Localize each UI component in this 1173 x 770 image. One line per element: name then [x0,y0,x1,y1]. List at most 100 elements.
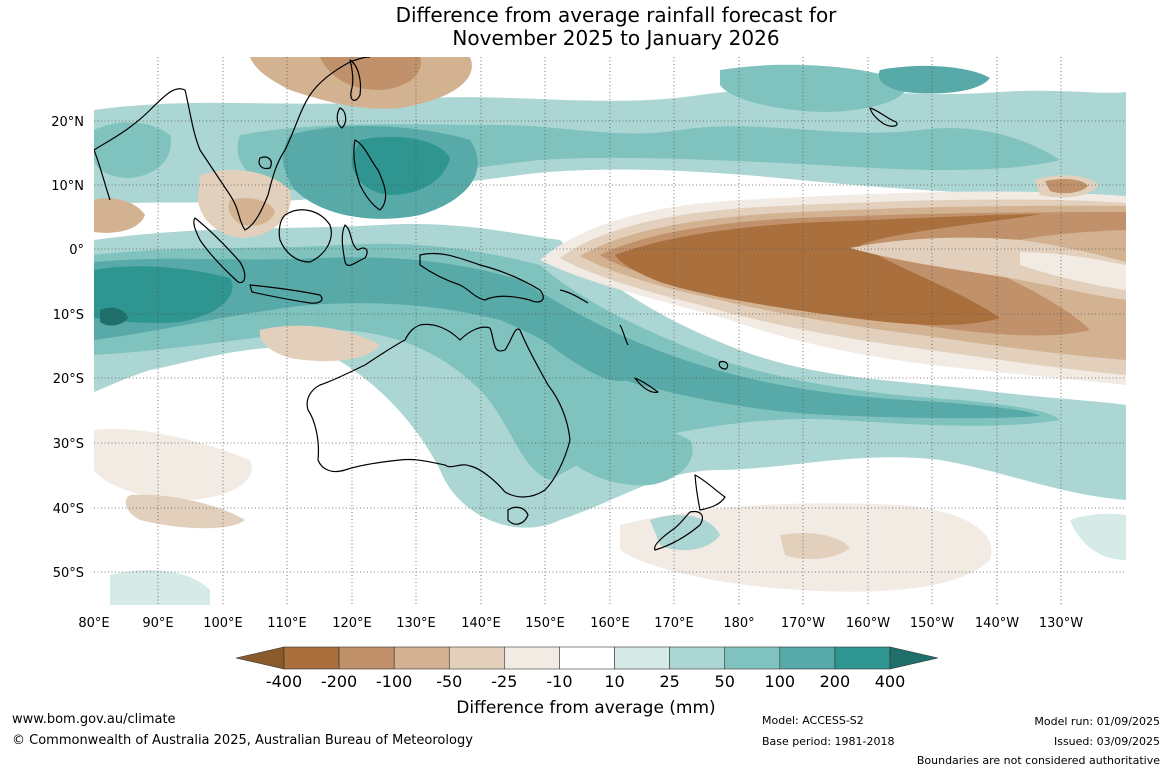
wet-tasman [560,416,693,486]
vanuatu [619,324,629,346]
lon-label: 160°E [590,616,630,631]
dry-south-indian-ocean-2 [125,494,245,529]
colorbar-tick-label: -100 [376,672,412,691]
australia-coastline [306,323,571,498]
colorbar-extend-low [235,646,285,670]
footer: www.bom.gov.au/climate © Commonwealth of… [12,712,1160,767]
colorbar-tick-label: -400 [266,672,302,691]
colorbar-tick-label: 100 [765,672,796,691]
wet-south-pacific-east [1070,513,1126,560]
colorbar-tick-label: 10 [604,672,624,691]
map-title-line-2: November 2025 to January 2026 [452,26,780,50]
lon-label: 170°E [654,616,694,631]
colorbar-tick-label: 25 [659,672,679,691]
wet-south-indian [110,570,210,605]
lat-label: 10°N [51,179,84,194]
footer-model: Model: ACCESS-S2 [762,714,864,727]
rainfall-anomaly-field [94,57,1126,605]
lat-label: 20°S [53,372,84,387]
hainan-coastline [258,156,272,170]
colorbar-segment [283,646,340,670]
colorbar-segment [834,646,891,670]
graticule [94,57,1126,605]
colorbar-tick-label: -10 [546,672,572,691]
latitude-axis: 20°N 10°N 0° 10°S 20°S 30°S 40°S 50°S [51,115,84,581]
tasmania-coastline [507,506,529,525]
lon-label: 180° [723,616,754,631]
wet-band-south-deep [100,307,128,326]
footer-disclaimer: Boundaries are not considered authoritat… [917,754,1160,767]
lat-label: 30°S [53,437,84,452]
dry-north-australia [259,325,380,362]
colorbar-segment [338,646,395,670]
lat-label: 40°S [53,502,84,517]
dry-south-indian-ocean [94,429,252,500]
lon-label: 100°E [203,616,243,631]
lon-label: 130°E [396,616,436,631]
colorbar-tick-label: 50 [715,672,735,691]
colorbar-extend-high [889,646,939,670]
philippines-coastline [353,139,387,211]
taiwan-coastline [336,107,347,129]
fiji [718,360,729,370]
colorbar-segment [448,646,505,670]
lon-label: 120°E [332,616,372,631]
new-caledonia [634,377,659,393]
solomon-islands [559,289,589,304]
lon-label: 80°E [78,616,109,631]
lat-label: 50°S [53,566,84,581]
dry-tongue-200 [615,214,1040,326]
wet-band-south-core [94,266,233,323]
hawaii [869,107,898,127]
colorbar-tick-label: -50 [436,672,462,691]
footer-base-period: Base period: 1981-2018 [762,735,894,748]
india-coastline [94,149,111,201]
dry-sri-lanka-area [94,198,145,233]
lon-label: 130°W [1039,616,1083,631]
lon-label: 140°E [461,616,501,631]
colorbar-tick-label: 400 [875,672,906,691]
colorbar-tick-label: -25 [491,672,517,691]
lon-label: 150°W [910,616,954,631]
coastlines [94,57,898,551]
colorbar-tick-label: 200 [820,672,851,691]
sulawesi-coastline [341,224,368,266]
wet-bay-of-bengal [94,122,171,178]
new-guinea-coastline [419,252,544,303]
lat-label: 20°N [51,115,84,130]
new-zealand-south [653,510,703,551]
longitude-axis: 80°E 90°E 100°E 110°E 120°E 130°E 140°E … [78,616,1083,631]
dry-tongue-light-interior [850,237,1126,300]
borneo-coastline [278,209,332,263]
footer-issued: Issued: 03/09/2025 [1054,735,1160,748]
sumatra-coastline [193,217,246,284]
lon-label: 160°W [846,616,890,631]
lat-label: 10°S [53,308,84,323]
wet-core-philippine-sea-deep [351,136,450,195]
colorbar-segment [559,646,615,670]
lon-label: 110°E [267,616,307,631]
colorbar-tick-label: -200 [321,672,357,691]
colorbar-title: Difference from average (mm) [456,698,715,718]
java-coastline [249,284,323,304]
wet-north-pacific-patch [720,64,906,112]
dry-central-pacific-north-2 [1045,178,1088,194]
dry-tongue-light-interior-2 [1020,252,1126,290]
lat-label: 0° [69,243,84,258]
colorbar-segment [614,646,670,670]
wet-nz [650,515,720,551]
colorbar-segment [393,646,450,670]
colorbar-segment [504,646,560,670]
wet-north-pacific-patch-2 [878,65,990,94]
lon-label: 90°E [142,616,173,631]
lon-label: 150°E [525,616,565,631]
lon-label: 170°W [781,616,825,631]
asia-mainland-coastline [94,57,371,231]
new-zealand-north [694,474,726,511]
colorbar-segment [669,646,726,670]
footer-copyright: © Commonwealth of Australia 2025, Austra… [12,733,473,748]
japan-coastline [349,59,362,101]
colorbar-segment [779,646,836,670]
map-title-line-1: Difference from average rainfall forecas… [395,3,837,27]
